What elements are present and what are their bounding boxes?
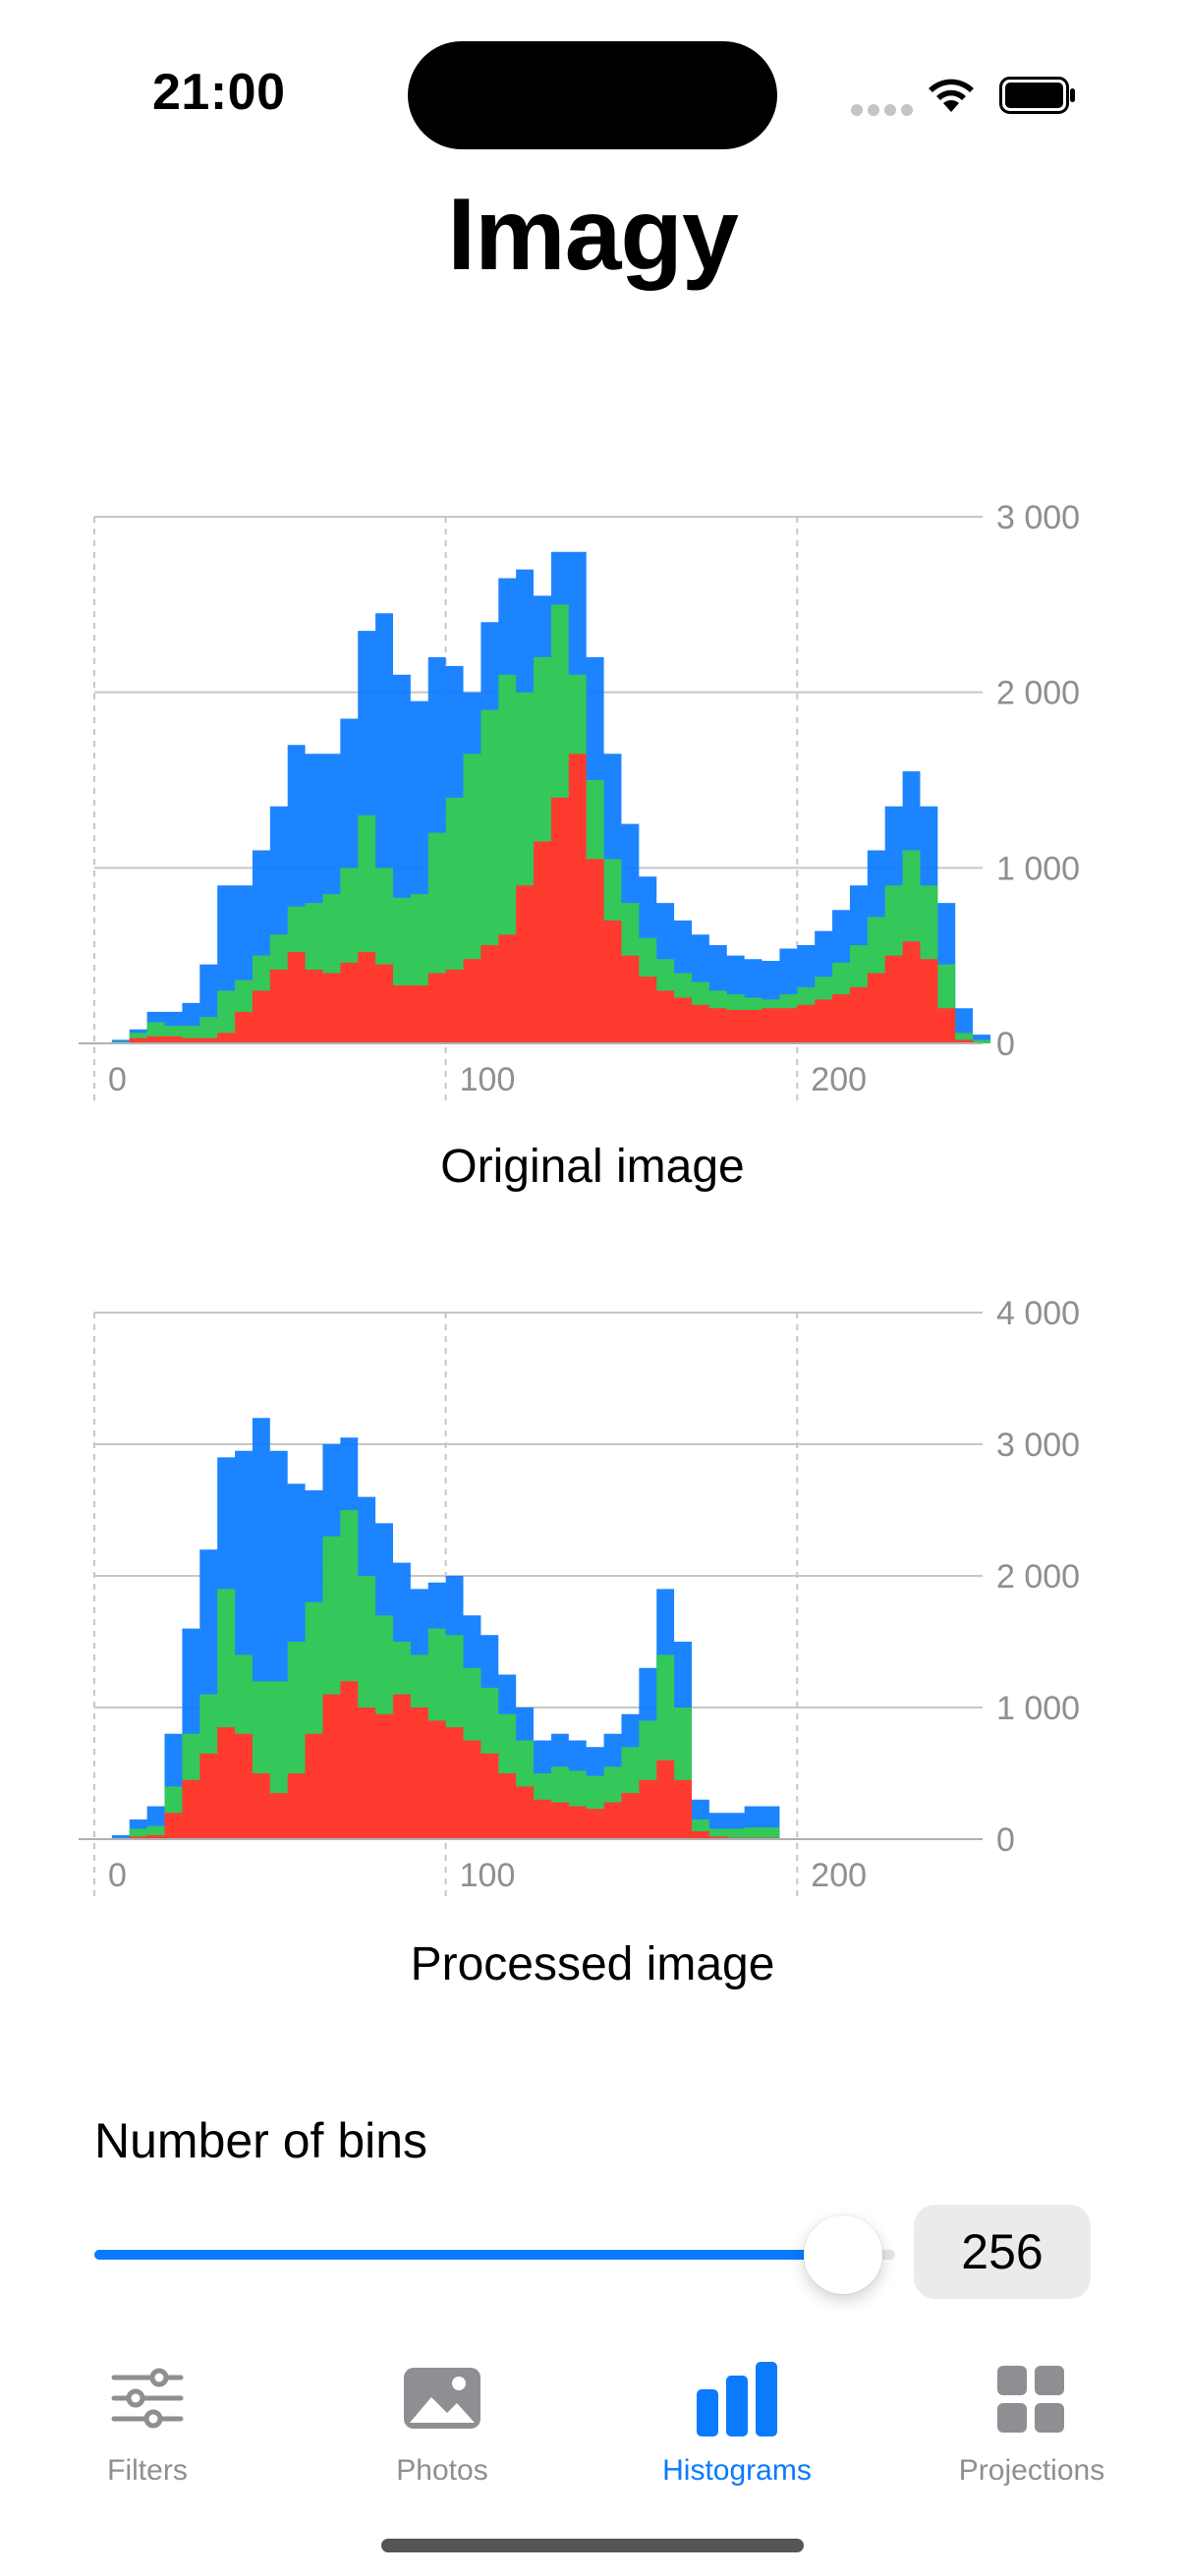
tab-label: Filters — [107, 2454, 188, 2487]
bins-label: Number of bins — [94, 2113, 428, 2168]
bar-chart-icon — [697, 2362, 777, 2436]
sliders-icon — [111, 2368, 184, 2429]
x-tick-label: 0 — [108, 1857, 127, 1894]
green-channel-area — [94, 604, 990, 1043]
dynamic-island — [408, 41, 777, 149]
y-tick-label: 1 000 — [996, 850, 1080, 887]
home-indicator — [381, 2539, 804, 2552]
battery-icon — [999, 77, 1075, 114]
tab-bar: Filters Photos Histograms Projections — [0, 2338, 1185, 2576]
tab-filters[interactable]: Filters — [0, 2356, 295, 2488]
y-tick-label: 2 000 — [996, 1558, 1080, 1596]
x-tick-label: 0 — [108, 1061, 127, 1098]
x-tick-label: 100 — [460, 1061, 516, 1098]
red-channel-area — [94, 1681, 990, 1839]
y-tick-label: 0 — [996, 1821, 1015, 1859]
y-tick-label: 4 000 — [996, 1295, 1080, 1332]
status-time: 21:00 — [152, 64, 286, 121]
x-tick-label: 200 — [811, 1857, 867, 1894]
tab-photos[interactable]: Photos — [295, 2356, 590, 2488]
bins-slider[interactable] — [94, 2211, 895, 2299]
bins-value-field[interactable]: 256 — [914, 2205, 1091, 2299]
processed-caption: Processed image — [410, 1938, 775, 1990]
y-tick-label: 3 000 — [996, 499, 1080, 536]
original-histogram: 3 000 2 000 1 000 0 0 100 200 Original image — [0, 491, 1185, 1193]
photo-icon — [404, 2368, 480, 2429]
cellular-signal-icon — [851, 103, 918, 121]
red-channel-area — [94, 754, 990, 1043]
tab-label: Histograms — [662, 2454, 812, 2487]
y-tick-label: 1 000 — [996, 1690, 1080, 1727]
status-bar: 21:00 — [0, 0, 1185, 187]
wifi-icon — [929, 79, 974, 112]
tab-projections[interactable]: Projections — [884, 2356, 1179, 2488]
original-caption: Original image — [440, 1141, 745, 1193]
grid-icon — [997, 2366, 1064, 2433]
x-tick-label: 200 — [811, 1061, 867, 1098]
processed-histogram: 4 000 3 000 2 000 1 000 0 0 100 200 Processed i… — [0, 1287, 1185, 1990]
tab-label: Projections — [958, 2454, 1105, 2487]
slider-fill — [94, 2250, 844, 2260]
tab-label: Photos — [396, 2454, 488, 2487]
processed-histogram-chart: 4 000 3 000 2 000 1 000 0 0 100 200 — [79, 1295, 1080, 1896]
original-histogram-chart: 3 000 2 000 1 000 0 0 100 200 — [79, 499, 1080, 1100]
tab-histograms[interactable]: Histograms — [590, 2356, 884, 2488]
app-title: Imagy — [447, 178, 739, 292]
y-tick-label: 0 — [996, 1026, 1015, 1063]
y-tick-label: 3 000 — [996, 1427, 1080, 1464]
y-tick-label: 2 000 — [996, 675, 1080, 712]
x-tick-label: 100 — [460, 1857, 516, 1894]
slider-thumb[interactable] — [804, 2215, 883, 2294]
